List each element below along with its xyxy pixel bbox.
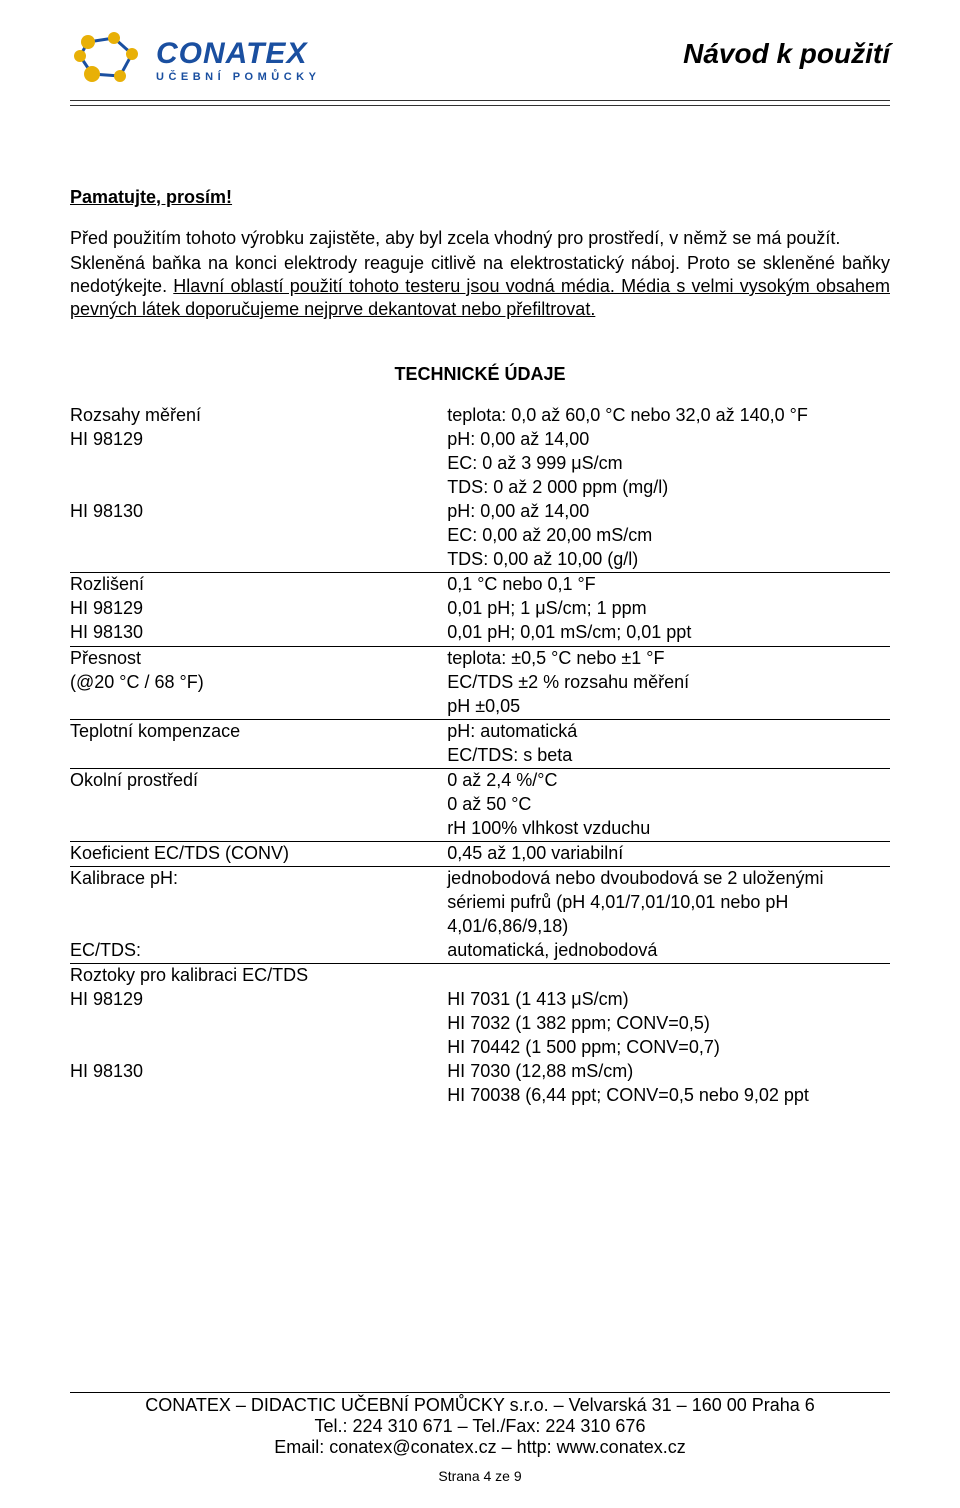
spec-value: teplota: 0,0 až 60,0 °C nebo 32,0 až 140… [447, 404, 890, 428]
brand-text: CONATEX UČEBNÍ POMŮCKY [156, 37, 320, 83]
spec-label: (@20 °C / 68 °F) [70, 671, 447, 695]
table-row: Okolní prostředí 0 až 2,4 %/°C [70, 768, 890, 793]
spec-label: Okolní prostředí [70, 768, 447, 793]
spec-value: TDS: 0 až 2 000 ppm (mg/l) [447, 476, 890, 500]
spec-label: Rozsahy měření [70, 404, 447, 428]
spec-value: EC/TDS ±2 % rozsahu měření [447, 671, 890, 695]
spec-value: HI 7031 (1 413 μS/cm) [447, 988, 890, 1012]
table-row: HI 70442 (1 500 ppm; CONV=0,7) [70, 1036, 890, 1060]
logo-graphic [70, 28, 148, 92]
table-row: HI 98130 pH: 0,00 až 14,00 [70, 500, 890, 524]
warning-p2b: Hlavní oblastí použití tohoto testeru js… [70, 276, 890, 319]
table-row: Teplotní kompenzace pH: automatická [70, 719, 890, 744]
spec-value: HI 70038 (6,44 ppt; CONV=0,5 nebo 9,02 p… [447, 1084, 890, 1108]
table-row: TDS: 0,00 až 10,00 (g/l) [70, 548, 890, 573]
spec-label: HI 98129 [70, 428, 447, 452]
spec-value: teplota: ±0,5 °C nebo ±1 °F [447, 646, 890, 671]
spec-value: EC/TDS: s beta [447, 744, 890, 769]
spec-value: jednobodová nebo dvoubodová se 2 uložený… [447, 866, 890, 891]
spec-value: 0,1 °C nebo 0,1 °F [447, 573, 890, 598]
spec-value: TDS: 0,00 až 10,00 (g/l) [447, 548, 890, 573]
spec-value: 0 až 50 °C [447, 793, 890, 817]
spec-label: HI 98130 [70, 621, 447, 646]
table-row: Přesnost teplota: ±0,5 °C nebo ±1 °F [70, 646, 890, 671]
table-row: HI 98129 0,01 pH; 1 μS/cm; 1 ppm [70, 597, 890, 621]
table-row: (@20 °C / 68 °F) EC/TDS ±2 % rozsahu měř… [70, 671, 890, 695]
footer-line-3: Email: conatex@conatex.cz – http: www.co… [70, 1437, 890, 1458]
table-row: HI 98130 HI 7030 (12,88 mS/cm) [70, 1060, 890, 1084]
footer-line-2: Tel.: 224 310 671 – Tel./Fax: 224 310 67… [70, 1416, 890, 1437]
spec-value: EC: 0 až 3 999 μS/cm [447, 452, 890, 476]
warning-para-2: Skleněná baňka na konci elektrody reaguj… [70, 252, 890, 321]
table-row: HI 7032 (1 382 ppm; CONV=0,5) [70, 1012, 890, 1036]
footer-line-1: CONATEX – DIDACTIC UČEBNÍ POMŮCKY s.r.o.… [70, 1395, 890, 1416]
section-title: TECHNICKÉ ÚDAJE [70, 363, 890, 386]
table-row: rH 100% vlhkost vzduchu [70, 817, 890, 842]
page: CONATEX UČEBNÍ POMŮCKY Návod k použití P… [0, 0, 960, 1508]
spec-value: HI 70442 (1 500 ppm; CONV=0,7) [447, 1036, 890, 1060]
warning-para-1: Před použitím tohoto výrobku zajistěte, … [70, 227, 890, 250]
spec-label: EC/TDS: [70, 939, 447, 964]
spec-value: HI 7030 (12,88 mS/cm) [447, 1060, 890, 1084]
spec-value: pH: automatická [447, 719, 890, 744]
spec-value: automatická, jednobodová [447, 939, 890, 964]
brand-tagline: UČEBNÍ POMŮCKY [156, 71, 320, 83]
content: Pamatujte, prosím! Před použitím tohoto … [70, 106, 890, 1108]
warning-title: Pamatujte, prosím! [70, 186, 890, 209]
footer-rule [70, 1392, 890, 1393]
spec-label: Koeficient EC/TDS (CONV) [70, 841, 447, 866]
table-row: EC: 0 až 3 999 μS/cm [70, 452, 890, 476]
table-row: EC: 0,00 až 20,00 mS/cm [70, 524, 890, 548]
spec-value: sériemi pufrů (pH 4,01/7,01/10,01 nebo p… [447, 891, 890, 915]
logo: CONATEX UČEBNÍ POMŮCKY [70, 28, 320, 92]
spec-label: Přesnost [70, 646, 447, 671]
spec-label: HI 98130 [70, 1060, 447, 1084]
spec-label: Teplotní kompenzace [70, 719, 447, 744]
spec-value: 0,45 až 1,00 variabilní [447, 841, 890, 866]
table-row: TDS: 0 až 2 000 ppm (mg/l) [70, 476, 890, 500]
table-row: HI 70038 (6,44 ppt; CONV=0,5 nebo 9,02 p… [70, 1084, 890, 1108]
table-row: pH ±0,05 [70, 695, 890, 720]
doc-title: Návod k použití [683, 28, 890, 70]
table-row: EC/TDS: automatická, jednobodová [70, 939, 890, 964]
spec-value: 0,01 pH; 1 μS/cm; 1 ppm [447, 597, 890, 621]
table-row: 0 až 50 °C [70, 793, 890, 817]
brand-name: CONATEX [156, 37, 320, 71]
spec-value: pH: 0,00 až 14,00 [447, 428, 890, 452]
footer: CONATEX – DIDACTIC UČEBNÍ POMŮCKY s.r.o.… [70, 1392, 890, 1484]
table-row: EC/TDS: s beta [70, 744, 890, 769]
table-row: 4,01/6,86/9,18) [70, 915, 890, 939]
spec-value: rH 100% vlhkost vzduchu [447, 817, 890, 842]
spec-label: HI 98129 [70, 597, 447, 621]
spec-label: Kalibrace pH: [70, 866, 447, 891]
spec-value: pH: 0,00 až 14,00 [447, 500, 890, 524]
spec-label: Roztoky pro kalibraci EC/TDS [70, 963, 447, 988]
table-row: sériemi pufrů (pH 4,01/7,01/10,01 nebo p… [70, 891, 890, 915]
spec-value: 0,01 pH; 0,01 mS/cm; 0,01 ppt [447, 621, 890, 646]
spec-value: pH ±0,05 [447, 695, 890, 720]
table-row: Rozlišení 0,1 °C nebo 0,1 °F [70, 573, 890, 598]
table-row: HI 98130 0,01 pH; 0,01 mS/cm; 0,01 ppt [70, 621, 890, 646]
spec-value: 0 až 2,4 %/°C [447, 768, 890, 793]
header: CONATEX UČEBNÍ POMŮCKY Návod k použití [70, 28, 890, 98]
spec-value: 4,01/6,86/9,18) [447, 915, 890, 939]
spec-label: HI 98130 [70, 500, 447, 524]
table-row: Roztoky pro kalibraci EC/TDS [70, 963, 890, 988]
page-number: Strana 4 ze 9 [70, 1468, 890, 1484]
spec-label: HI 98129 [70, 988, 447, 1012]
spec-table: Rozsahy měření teplota: 0,0 až 60,0 °C n… [70, 404, 890, 1108]
table-row: Rozsahy měření teplota: 0,0 až 60,0 °C n… [70, 404, 890, 428]
table-row: Koeficient EC/TDS (CONV) 0,45 až 1,00 va… [70, 841, 890, 866]
spec-label: Rozlišení [70, 573, 447, 598]
header-rule-1 [70, 100, 890, 101]
table-row: HI 98129 pH: 0,00 až 14,00 [70, 428, 890, 452]
spec-value: HI 7032 (1 382 ppm; CONV=0,5) [447, 1012, 890, 1036]
spec-value: EC: 0,00 až 20,00 mS/cm [447, 524, 890, 548]
table-row: HI 98129 HI 7031 (1 413 μS/cm) [70, 988, 890, 1012]
table-row: Kalibrace pH: jednobodová nebo dvoubodov… [70, 866, 890, 891]
